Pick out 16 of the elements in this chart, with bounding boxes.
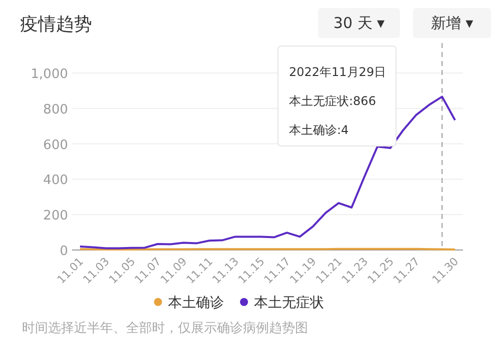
y-tick-label: 600: [43, 138, 68, 153]
line-series: [79, 96, 456, 250]
annotation: 2022年11月29日: [289, 65, 386, 79]
legend-label: 本土确诊: [168, 295, 224, 311]
annotation: 本土确诊:4: [289, 123, 349, 137]
y-tick-label: 200: [43, 208, 68, 224]
text: 新增 ▾: [430, 14, 474, 32]
chart-title: 疫情趋势: [20, 14, 92, 35]
y-tick-label: 400: [43, 173, 68, 188]
legend-label: 本土无症状: [254, 295, 324, 311]
text: 时间选择近半年、全部时，仅展示确诊病例趋势图: [22, 321, 308, 336]
y-tick-label: 1,000: [30, 67, 68, 82]
y-tick-label: 0: [60, 244, 68, 259]
y-tick-label: 800: [43, 102, 68, 118]
annotation: 本土无症状:866: [289, 94, 376, 108]
text: 30 天 ▾: [333, 14, 386, 32]
